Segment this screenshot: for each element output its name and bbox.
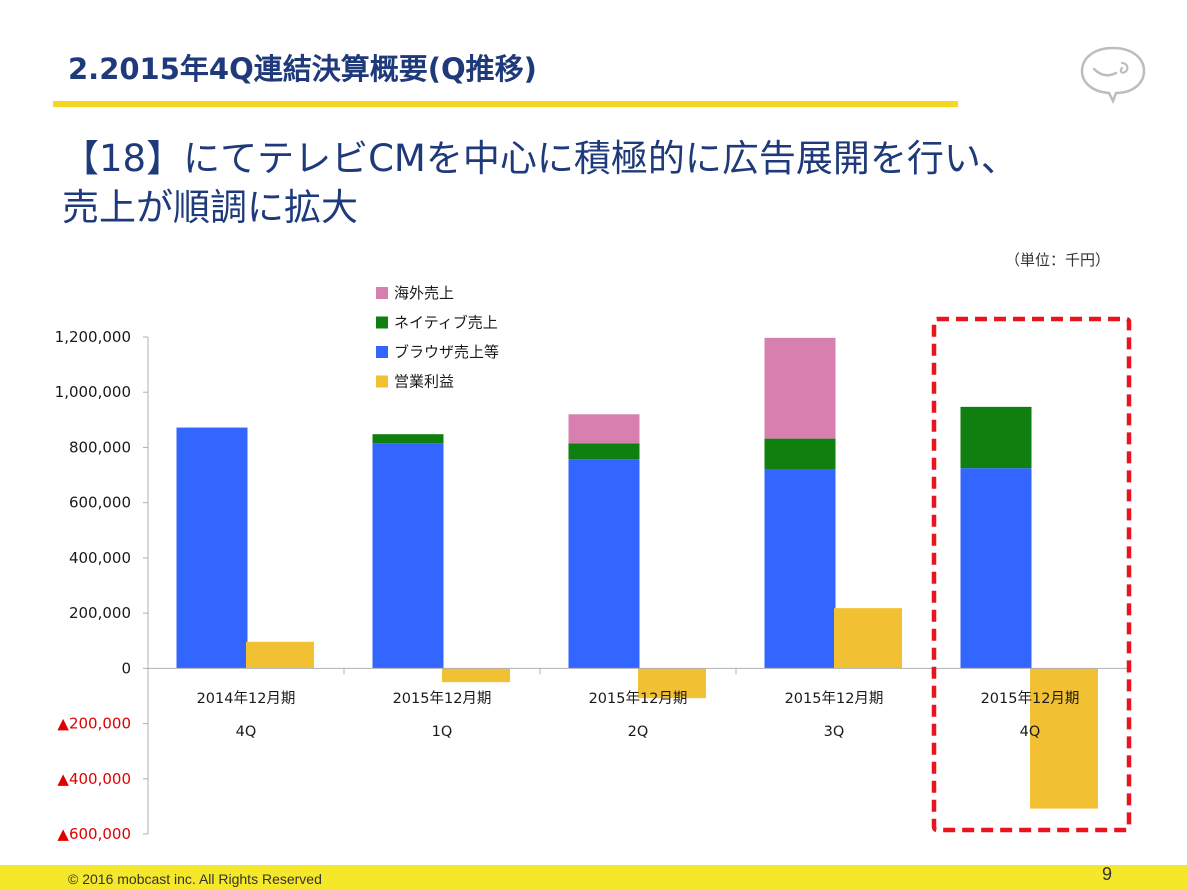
bar-browser-sales [176,427,248,669]
copyright: © 2016 mobcast inc. All Rights Reserved [68,871,322,887]
footer-bar [0,865,1187,890]
bar-operating-profit [442,668,510,683]
bar-browser-sales [764,468,836,669]
y-tick-label: 400,000 [69,549,131,567]
x-category-label: 2015年12月期 [981,690,1080,707]
bar-operating-profit [834,608,902,669]
x-category-label: 2015年12月期 [589,690,688,707]
title-underline [53,101,958,107]
legend-swatch [376,287,388,299]
y-tick-label: 200,000 [69,604,131,622]
bar-native-sales [372,434,444,444]
bar-native-sales [568,443,640,460]
legend-label: 営業利益 [394,373,454,391]
bar-overseas-sales [764,337,836,439]
y-tick-label: ▲200,000 [57,715,131,733]
x-category-sublabel: 4Q [236,724,257,740]
legend-label: 海外売上 [394,284,454,302]
bar-browser-sales [372,443,444,669]
bar-native-sales [960,406,1032,469]
x-category-sublabel: 3Q [824,724,845,740]
y-tick-label: 1,200,000 [55,328,131,346]
headline-line-2: 売上が順調に拡大 [62,186,358,229]
y-tick-label: ▲400,000 [57,770,131,788]
page-title: 2.2015年4Q連結決算概要(Q推移) [68,52,537,86]
bar-overseas-sales [568,414,640,444]
legend-swatch [376,375,388,388]
x-category-sublabel: 2Q [628,724,649,740]
x-category-label: 2015年12月期 [393,690,492,707]
bar-operating-profit [638,668,706,699]
x-category-sublabel: 4Q [1020,724,1041,740]
unit-note: （単位：千円） [1005,251,1111,269]
page-number: 9 [1102,864,1113,884]
y-tick-label: 800,000 [69,438,131,456]
y-tick-label: 1,000,000 [55,383,131,401]
legend-swatch [376,316,388,329]
legend-swatch [376,346,388,358]
headline-line-1: 【18】にてテレビCMを中心に積極的に広告展開を行い、 [62,137,1018,180]
y-tick-label: ▲600,000 [57,825,131,843]
bar-operating-profit [1030,668,1098,809]
speech-bubble-logo-icon [1080,46,1146,104]
x-category-sublabel: 1Q [432,724,453,740]
x-category-label: 2014年12月期 [197,690,296,707]
bar-browser-sales [568,459,640,669]
bar-operating-profit [246,641,314,669]
highlight-box [931,316,1132,833]
legend-label: ネイティブ売上 [394,314,498,332]
bar-browser-sales [960,468,1032,669]
legend-label: ブラウザ売上等 [394,343,499,361]
y-tick-label: 600,000 [69,494,131,512]
bar-native-sales [764,438,836,469]
headline: 【18】にてテレビCMを中心に積極的に広告展開を行い、 売上が順調に拡大 [62,134,1018,232]
x-category-label: 2015年12月期 [785,690,884,707]
stacked-bar-chart: 1,200,000 1,000,000 800,000 600,000 400,000 2… [55,284,1132,843]
y-tick-label: 0 [121,659,131,677]
